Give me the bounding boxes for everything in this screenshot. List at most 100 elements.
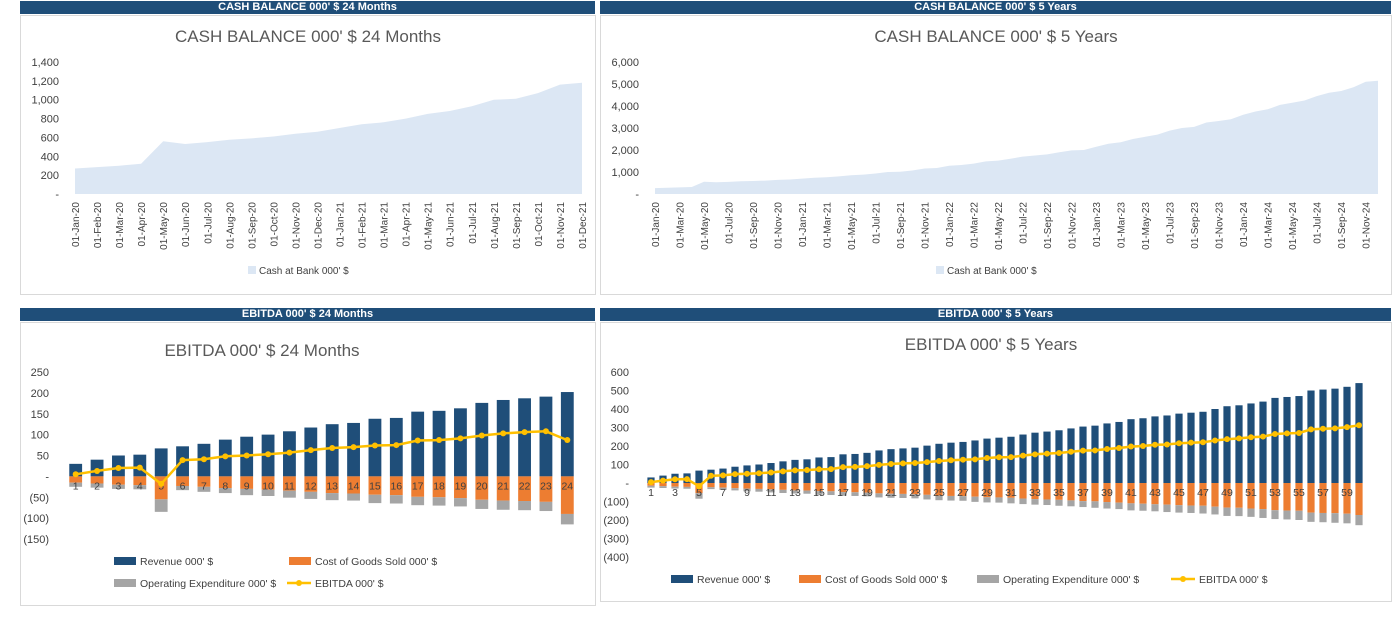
revenue-bar (1031, 432, 1039, 483)
x-tick-label: 01-Nov-20 (291, 202, 302, 249)
revenue-bar (1199, 411, 1207, 483)
cogs-bar (1103, 483, 1111, 503)
x-tick-label: 25 (933, 487, 945, 499)
opex-bar (1067, 500, 1075, 507)
y-tick-label: 5,000 (611, 79, 639, 91)
revenue-bar (1127, 419, 1135, 483)
x-tick-label: 01-Jan-24 (1239, 202, 1250, 247)
cogs-bar (911, 483, 919, 495)
cogs-bar (779, 483, 787, 490)
opex-bar (1139, 503, 1147, 511)
x-tick-label: 01-Jul-20 (725, 202, 736, 244)
ebitda-point (1332, 425, 1338, 432)
x-tick-label: 01-Jul-21 (468, 202, 479, 244)
x-tick-label: 55 (1293, 487, 1305, 499)
ebitda-point (393, 442, 400, 449)
x-tick-label: 01-Feb-20 (93, 202, 104, 249)
opex-bar (218, 488, 232, 494)
cogs-bar (1019, 483, 1027, 499)
opex-bar (112, 484, 125, 489)
cogs-bar (1319, 483, 1327, 513)
ebitda-point (371, 442, 378, 449)
cash-area-series (75, 82, 582, 194)
revenue-bar (154, 448, 168, 477)
x-tick-label: 01-Mar-24 (1264, 202, 1275, 249)
ebitda-point (500, 430, 507, 437)
x-tick-label: 9 (744, 487, 750, 499)
revenue-bar (995, 437, 1003, 483)
opex-bar (69, 482, 83, 487)
cogs-bar (1223, 483, 1231, 508)
y-tick-label: 100 (611, 460, 629, 472)
ebitda-point (984, 455, 990, 462)
opex-bar (671, 486, 679, 489)
legend-marker-ebitda (1180, 576, 1186, 582)
x-tick-label: 01-Mar-20 (676, 202, 687, 249)
revenue-bar (1175, 413, 1183, 483)
cogs-bar (1271, 483, 1279, 511)
x-tick-label: 01-Sep-22 (1043, 202, 1054, 249)
opex-bar (803, 490, 811, 494)
ebitda-point (542, 428, 549, 435)
x-tick-label: 01-May-23 (1141, 202, 1152, 250)
x-tick-label: 01-Sep-21 (896, 202, 907, 249)
ebitda-point (804, 467, 810, 474)
x-tick-label: 51 (1245, 487, 1257, 499)
opex-bar (935, 495, 943, 501)
revenue-bar (1223, 406, 1231, 483)
x-tick-label: 01-Mar-20 (115, 202, 126, 249)
ebitda-point (720, 472, 726, 479)
y-tick-label: 400 (611, 404, 629, 416)
cogs-bar (283, 476, 296, 491)
legend-swatch (799, 575, 821, 583)
x-tick-label: 53 (1269, 487, 1281, 499)
y-tick-label: 2,000 (611, 145, 639, 157)
chart-title: CASH BALANCE 000' $ 5 Years (874, 27, 1117, 46)
opex-bar (475, 499, 489, 509)
opex-bar (1199, 505, 1207, 514)
ebitda-point (1020, 452, 1026, 459)
revenue-bar (518, 398, 531, 477)
opex-bar (719, 487, 727, 490)
cogs-bar (767, 483, 775, 490)
cash-24-months-svg: CASH BALANCE 000' $ 24 Months - 200 400 600 8… (31, 27, 589, 277)
opex-bar (695, 493, 703, 499)
opex-bar (767, 489, 775, 493)
revenue-bar (1103, 423, 1111, 483)
opex-bar (875, 493, 883, 498)
ebitda-point (888, 460, 894, 467)
opex-bar (1055, 499, 1063, 506)
x-tick-label: 49 (1221, 487, 1233, 499)
banner-ebitda-5-years: EBITDA 000' $ 5 Years (600, 308, 1391, 321)
ebitda-point (1296, 430, 1302, 437)
cash-area-series (655, 80, 1378, 194)
cogs-bar (1091, 483, 1099, 502)
ebitda-point (1260, 433, 1266, 440)
x-tick-label: 19 (861, 487, 873, 499)
x-tick-label: 17 (837, 487, 849, 499)
opex-bar (791, 490, 799, 494)
x-tick-label: 01-Apr-20 (137, 202, 148, 247)
revenue-bar (1019, 434, 1027, 483)
x-tick-label: 01-Oct-20 (269, 202, 280, 247)
opex-bar (1091, 501, 1099, 508)
x-tick-label: 13 (789, 487, 801, 499)
cogs-bar (851, 483, 859, 493)
revenue-bar (1115, 421, 1123, 483)
cogs-bar (1127, 483, 1135, 504)
cogs-bar (432, 476, 446, 498)
opex-bar (683, 486, 691, 489)
ebitda-point (1308, 426, 1314, 433)
opex-bar (1319, 512, 1327, 523)
opex-bar (1019, 498, 1027, 505)
cogs-bar (743, 483, 751, 489)
opex-bar (1163, 504, 1171, 513)
cash-5-years-svg: CASH BALANCE 000' $ 5 Years - 1,000 2,000 3,… (611, 27, 1378, 277)
y-tick-label: - (45, 471, 49, 483)
opex-bar (755, 488, 763, 492)
ebitda-point (948, 457, 954, 464)
y-tick-label: 200 (41, 170, 59, 182)
x-tick-label: 20 (476, 480, 488, 492)
cogs-bar (133, 476, 147, 486)
opex-bar (240, 488, 254, 496)
